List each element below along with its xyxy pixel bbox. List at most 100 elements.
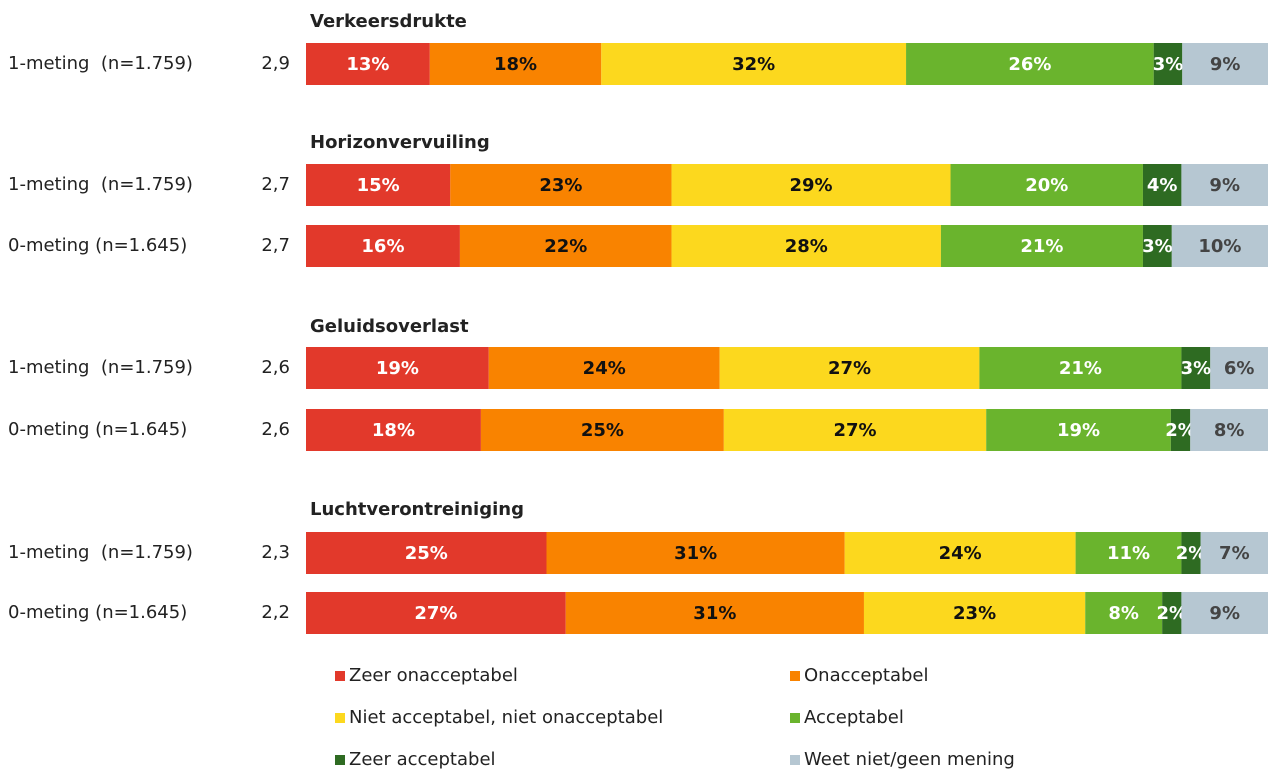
bar-segment bbox=[429, 43, 602, 85]
bar-segment bbox=[863, 592, 1086, 634]
bar-segment bbox=[306, 43, 430, 85]
value-label: 9% bbox=[1209, 175, 1240, 196]
value-label: 10% bbox=[1198, 236, 1241, 257]
legend-label: Weet niet/geen mening bbox=[804, 749, 1015, 770]
legend-label: Onacceptabel bbox=[804, 665, 929, 686]
row-score: 2,9 bbox=[261, 53, 290, 74]
row-label: 0-meting (n=1.645) bbox=[8, 235, 187, 256]
legend-swatch bbox=[335, 713, 345, 723]
value-label: 3% bbox=[1181, 358, 1212, 379]
bar-segment bbox=[1181, 347, 1211, 389]
value-label: 23% bbox=[953, 603, 996, 624]
row-label: 1-meting (n=1.759) bbox=[8, 542, 193, 563]
bar-segment bbox=[1210, 347, 1268, 389]
value-label: 3% bbox=[1142, 236, 1173, 257]
bar-segment bbox=[671, 225, 941, 267]
bar-segment bbox=[1142, 225, 1172, 267]
value-label: 11% bbox=[1107, 543, 1150, 564]
group-title: Verkeersdrukte bbox=[310, 11, 467, 32]
row-score: 2,3 bbox=[261, 542, 290, 563]
value-label: 9% bbox=[1209, 603, 1240, 624]
value-label: 27% bbox=[414, 603, 457, 624]
value-label: 20% bbox=[1025, 175, 1068, 196]
legend-swatch bbox=[335, 671, 345, 681]
bar-segment bbox=[565, 592, 864, 634]
value-label: 18% bbox=[494, 54, 537, 75]
bar-segment bbox=[488, 347, 720, 389]
legend-label: Niet acceptabel, niet onacceptabel bbox=[349, 707, 663, 728]
value-label: 9% bbox=[1210, 54, 1241, 75]
row-label: 0-meting (n=1.645) bbox=[8, 419, 187, 440]
bar-segment bbox=[1171, 225, 1268, 267]
value-label: 28% bbox=[785, 236, 828, 257]
row-score: 2,6 bbox=[261, 357, 290, 378]
bar-segment bbox=[306, 225, 460, 267]
value-label: 25% bbox=[405, 543, 448, 564]
row-label: 1-meting (n=1.759) bbox=[8, 174, 193, 195]
bar-segment bbox=[1182, 43, 1268, 85]
value-label: 22% bbox=[544, 236, 587, 257]
value-label: 27% bbox=[828, 358, 871, 379]
bar-segment bbox=[986, 409, 1171, 451]
legend-label: Acceptabel bbox=[804, 707, 904, 728]
value-label: 2% bbox=[1165, 420, 1196, 441]
bar-segment bbox=[1142, 164, 1182, 206]
row-score: 2,7 bbox=[261, 174, 290, 195]
row-score: 2,2 bbox=[261, 602, 290, 623]
bar-segment bbox=[546, 532, 845, 574]
bar-segment bbox=[601, 43, 907, 85]
bar-segment bbox=[723, 409, 987, 451]
bar-segment bbox=[1162, 592, 1182, 634]
value-label: 31% bbox=[693, 603, 736, 624]
value-label: 31% bbox=[674, 543, 717, 564]
bar-segment bbox=[906, 43, 1154, 85]
row-score: 2,7 bbox=[261, 235, 290, 256]
value-label: 16% bbox=[361, 236, 404, 257]
group-title: Luchtverontreiniging bbox=[310, 499, 524, 520]
row-label: 1-meting (n=1.759) bbox=[8, 53, 193, 74]
bar-segment bbox=[459, 225, 672, 267]
bar-segment bbox=[671, 164, 951, 206]
row-score: 2,6 bbox=[261, 419, 290, 440]
value-label: 23% bbox=[539, 175, 582, 196]
bar-segment bbox=[1153, 43, 1183, 85]
value-label: 18% bbox=[372, 420, 415, 441]
value-label: 26% bbox=[1008, 54, 1051, 75]
value-label: 21% bbox=[1020, 236, 1063, 257]
value-label: 24% bbox=[583, 358, 626, 379]
bar-segment bbox=[1085, 592, 1163, 634]
legend-swatch bbox=[790, 671, 800, 681]
value-label: 3% bbox=[1153, 54, 1184, 75]
group-title: Horizonvervuiling bbox=[310, 132, 490, 153]
bar-segment bbox=[719, 347, 980, 389]
value-label: 19% bbox=[1057, 420, 1100, 441]
bar-segment bbox=[306, 164, 451, 206]
bar-segment bbox=[1190, 409, 1268, 451]
bar-segment bbox=[950, 164, 1143, 206]
legend-swatch bbox=[790, 755, 800, 765]
legend-label: Zeer onacceptabel bbox=[349, 665, 518, 686]
bar-segment bbox=[306, 409, 481, 451]
legend-label: Zeer acceptabel bbox=[349, 749, 496, 770]
value-label: 25% bbox=[581, 420, 624, 441]
value-label: 8% bbox=[1214, 420, 1245, 441]
value-label: 6% bbox=[1224, 358, 1255, 379]
bar-segment bbox=[306, 347, 489, 389]
bar-segment bbox=[1200, 532, 1268, 574]
value-label: 27% bbox=[833, 420, 876, 441]
value-label: 21% bbox=[1059, 358, 1102, 379]
bar-segment bbox=[450, 164, 672, 206]
value-label: 4% bbox=[1147, 175, 1178, 196]
value-label: 2% bbox=[1157, 603, 1188, 624]
row-label: 1-meting (n=1.759) bbox=[8, 357, 193, 378]
bar-segment bbox=[1181, 164, 1268, 206]
bar-segment bbox=[940, 225, 1143, 267]
value-label: 32% bbox=[732, 54, 775, 75]
bar-segment bbox=[844, 532, 1076, 574]
bar-segment bbox=[1075, 532, 1182, 574]
value-label: 15% bbox=[357, 175, 400, 196]
value-label: 7% bbox=[1219, 543, 1250, 564]
legend-swatch bbox=[335, 755, 345, 765]
bar-segment bbox=[306, 592, 566, 634]
